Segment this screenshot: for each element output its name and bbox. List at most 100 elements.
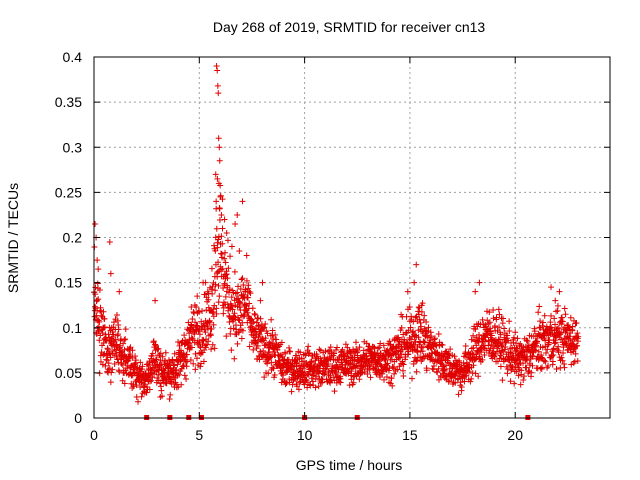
data-point bbox=[200, 358, 207, 365]
data-point bbox=[107, 270, 114, 277]
data-point bbox=[308, 375, 315, 382]
data-point bbox=[479, 356, 486, 363]
data-point bbox=[435, 330, 442, 337]
data-point bbox=[559, 318, 566, 325]
data-point bbox=[181, 332, 188, 339]
data-point bbox=[283, 380, 290, 387]
data-point bbox=[272, 331, 279, 338]
y-tick-labels: 0 0.05 0.1 0.15 0.2 0.25 0.3 0.35 0.4 bbox=[55, 49, 82, 426]
data-point bbox=[552, 297, 559, 304]
data-point bbox=[232, 290, 239, 297]
data-point bbox=[92, 303, 99, 310]
data-point bbox=[234, 289, 241, 296]
data-point bbox=[205, 304, 212, 311]
data-point bbox=[158, 361, 165, 368]
data-point bbox=[235, 316, 242, 323]
data-point bbox=[304, 384, 311, 391]
data-point bbox=[331, 388, 338, 395]
data-point bbox=[152, 341, 159, 348]
data-point bbox=[556, 288, 563, 295]
data-point bbox=[96, 337, 103, 344]
data-point bbox=[116, 368, 123, 375]
data-point bbox=[143, 389, 150, 396]
data-point bbox=[224, 237, 231, 244]
data-point bbox=[532, 347, 539, 354]
data-point bbox=[139, 363, 146, 370]
data-point bbox=[223, 333, 230, 340]
data-point bbox=[121, 336, 128, 343]
data-point bbox=[377, 373, 384, 380]
data-point bbox=[208, 325, 215, 332]
data-point bbox=[561, 364, 568, 371]
y-tick-label: 0.4 bbox=[63, 49, 83, 65]
data-point bbox=[209, 290, 216, 297]
data-point bbox=[305, 343, 312, 350]
data-point bbox=[513, 340, 520, 347]
data-point bbox=[567, 314, 574, 321]
data-point bbox=[236, 248, 243, 255]
data-point bbox=[166, 396, 173, 403]
data-point bbox=[274, 346, 281, 353]
data-point bbox=[255, 314, 262, 321]
data-point bbox=[438, 357, 445, 364]
data-point bbox=[413, 261, 420, 268]
data-point bbox=[363, 353, 370, 360]
data-point bbox=[423, 318, 430, 325]
data-point bbox=[353, 339, 360, 346]
data-point bbox=[549, 348, 556, 355]
data-point bbox=[418, 323, 425, 330]
data-point bbox=[273, 336, 280, 343]
data-point bbox=[150, 338, 157, 345]
data-point bbox=[365, 357, 372, 364]
data-point bbox=[212, 287, 219, 294]
data-point bbox=[115, 331, 122, 338]
data-point bbox=[226, 319, 233, 326]
data-point bbox=[208, 346, 215, 353]
data-point bbox=[280, 372, 287, 379]
data-point bbox=[210, 306, 217, 313]
data-point bbox=[212, 281, 219, 288]
data-point bbox=[192, 366, 199, 373]
data-point bbox=[132, 357, 139, 364]
y-tick-label: 0 bbox=[74, 410, 82, 426]
data-point bbox=[243, 277, 250, 284]
data-point bbox=[254, 342, 261, 349]
data-point bbox=[414, 357, 421, 364]
data-point bbox=[282, 350, 289, 357]
data-point bbox=[550, 345, 557, 352]
data-point bbox=[199, 307, 206, 314]
data-point bbox=[190, 360, 197, 367]
data-point bbox=[259, 279, 266, 286]
data-point bbox=[102, 362, 109, 369]
data-point bbox=[567, 337, 574, 344]
data-point bbox=[109, 347, 116, 354]
data-point bbox=[278, 339, 285, 346]
data-point bbox=[338, 356, 345, 363]
data-point bbox=[501, 325, 508, 332]
data-point bbox=[92, 284, 99, 291]
data-point bbox=[175, 339, 182, 346]
data-point bbox=[548, 353, 555, 360]
data-point bbox=[230, 325, 237, 332]
data-point bbox=[245, 282, 252, 289]
data-point bbox=[463, 372, 470, 379]
data-point bbox=[558, 354, 565, 361]
data-point bbox=[282, 381, 289, 388]
data-point bbox=[213, 310, 220, 317]
data-point bbox=[101, 315, 108, 322]
data-point bbox=[232, 220, 239, 227]
data-point bbox=[146, 386, 153, 393]
data-point bbox=[267, 332, 274, 339]
data-point bbox=[398, 324, 405, 331]
data-point bbox=[239, 327, 246, 334]
data-point bbox=[303, 377, 310, 384]
data-point bbox=[120, 340, 127, 347]
data-point bbox=[216, 157, 223, 164]
data-point bbox=[268, 339, 275, 346]
data-point bbox=[289, 381, 296, 388]
data-point bbox=[246, 300, 253, 307]
data-point bbox=[213, 63, 220, 70]
data-point bbox=[441, 366, 448, 373]
data-point bbox=[178, 381, 185, 388]
data-point bbox=[457, 379, 464, 386]
